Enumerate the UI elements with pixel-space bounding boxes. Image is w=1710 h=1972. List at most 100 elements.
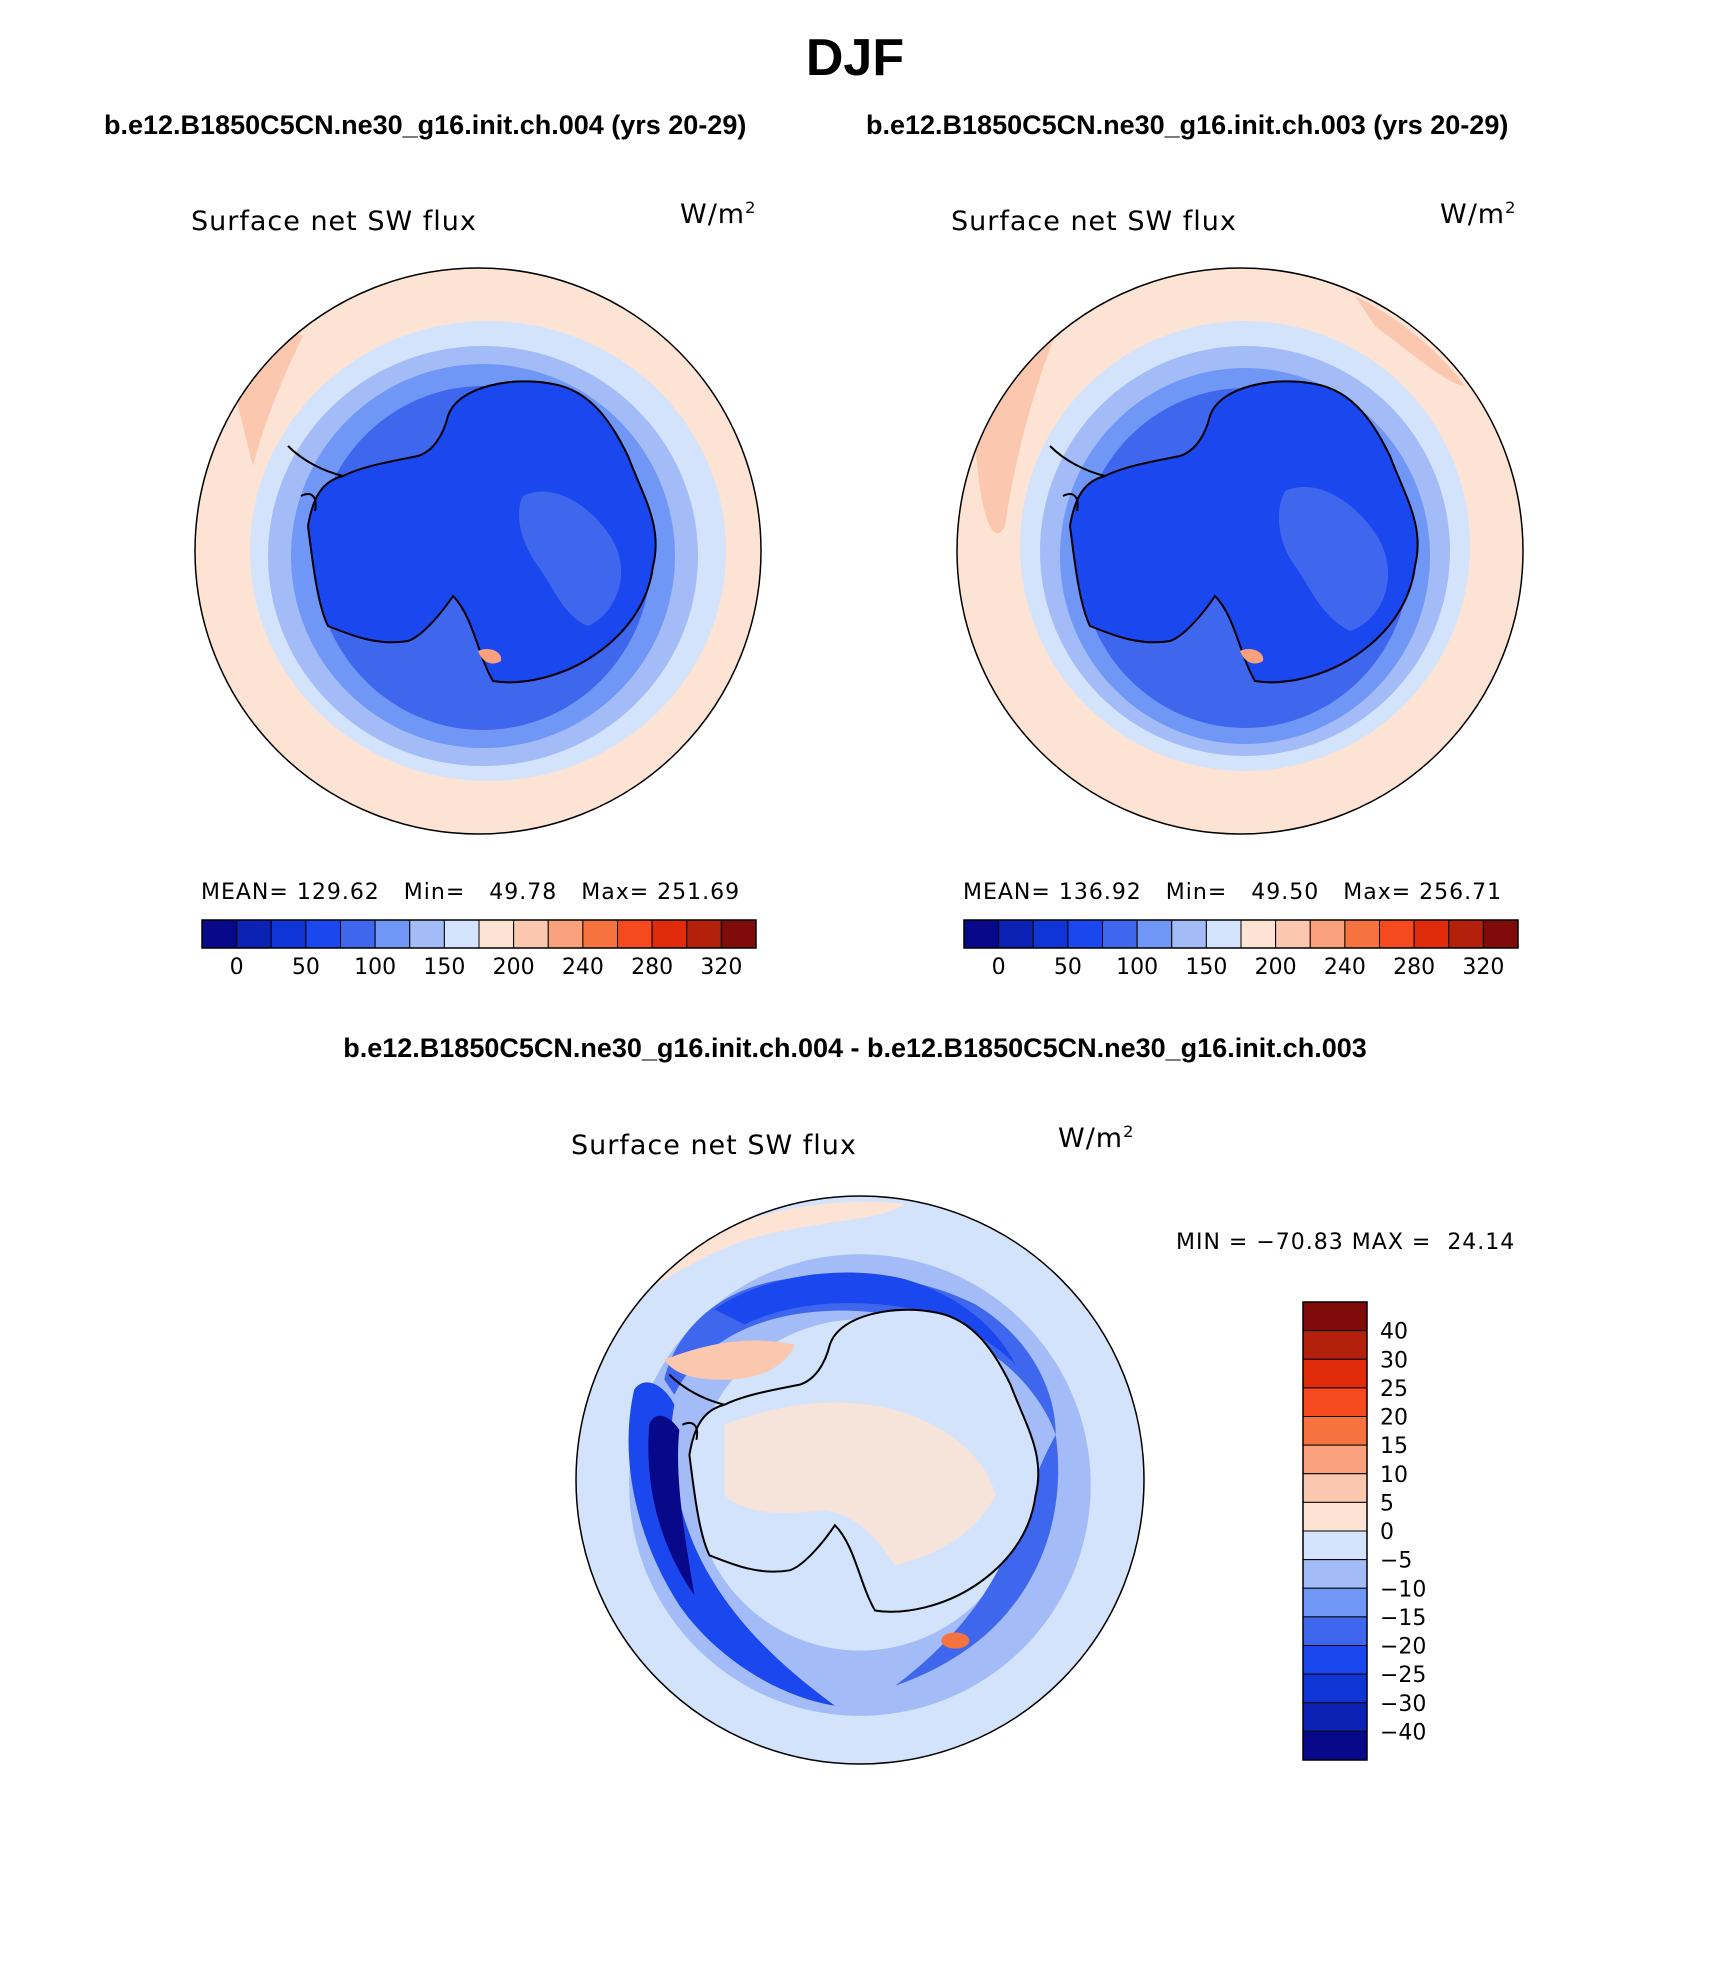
colorbar-tick-label: 0 — [1380, 1520, 1394, 1545]
map-right — [956, 267, 1524, 835]
colorbar-swatch — [547, 919, 584, 949]
colorbar-tick-label: 100 — [1116, 955, 1158, 980]
colorbar-swatch — [1102, 919, 1138, 949]
map-diff — [575, 1195, 1145, 1765]
colorbar-swatch — [720, 919, 757, 949]
subtropical-band-west — [975, 336, 1055, 534]
map-boundary — [956, 267, 1524, 835]
colorbar-tick-label: −20 — [1380, 1635, 1426, 1660]
colorbar-swatch — [1032, 919, 1069, 949]
variable-label-right: Surface net SW flux — [951, 206, 1237, 237]
peninsula-warm — [664, 1340, 795, 1380]
colorbar-tick-label: 320 — [1462, 955, 1504, 980]
colorbar-swatch — [443, 919, 480, 949]
colorbar-swatch — [1302, 1330, 1368, 1360]
colorbar-tick-label: 15 — [1380, 1434, 1408, 1459]
colorbar-swatch — [1344, 919, 1380, 949]
northern-warm-band — [614, 1201, 906, 1305]
colorbar-swatch — [1302, 1587, 1368, 1618]
colorbar-swatch — [1302, 1616, 1368, 1646]
colorbar-tick-label: 240 — [562, 955, 604, 980]
colorbar-swatch — [1302, 1501, 1368, 1532]
colorbar-frame — [963, 919, 1519, 949]
max-label: Max= — [1343, 880, 1412, 905]
interior-warm-patch — [724, 1402, 996, 1566]
colorbar-swatch — [1067, 919, 1103, 949]
mean-value: 129.62 — [296, 880, 380, 905]
colorbar-tick-label: −5 — [1380, 1549, 1412, 1574]
colorbar-swatch — [478, 919, 515, 949]
colorbar-swatch — [1240, 919, 1277, 949]
western-core — [648, 1415, 695, 1596]
max-value: 256.71 — [1419, 880, 1503, 905]
ice-shelf-hotspot — [1240, 649, 1264, 664]
colorbar-swatch — [998, 919, 1034, 949]
min-value: 49.50 — [1251, 880, 1320, 905]
colorbar-swatch — [1302, 1645, 1368, 1675]
colorbar-tick-label: 25 — [1380, 1377, 1408, 1402]
diff-title: b.e12.B1850C5CN.ne30_g16.init.ch.004 - b… — [343, 1033, 1367, 1063]
colorbar-tick-label: 280 — [631, 955, 673, 980]
colorbar-tick-label: 150 — [1185, 955, 1227, 980]
colorbar-swatch — [1309, 919, 1346, 949]
colorbar-tick-label: 150 — [423, 955, 465, 980]
main-title: DJF — [805, 29, 905, 87]
min-value: 49.78 — [489, 880, 558, 905]
colorbar-tick-label: 200 — [493, 955, 535, 980]
map-boundary — [575, 1195, 1145, 1765]
units-label-left: W/m2 — [680, 198, 757, 230]
diff-stats: MIN = −70.83 MAX = 24.14 — [1176, 1230, 1515, 1255]
colorbar-swatch — [1302, 1730, 1368, 1761]
colorbar-frame — [201, 919, 757, 949]
units-label-diff: W/m2 — [1058, 1122, 1135, 1154]
colorbar-swatch — [1302, 1387, 1368, 1417]
colorbar-tick-label: 10 — [1380, 1463, 1408, 1488]
colorbar-swatch — [201, 919, 238, 949]
colorbar-swatch — [1302, 1673, 1368, 1704]
colorbar-swatch — [963, 919, 1000, 949]
variable-label-left: Surface net SW flux — [191, 206, 477, 237]
colorbar-diff: 40 30 25 20 15 10 5 0 −5 −10 −15 −20 −25 −30 −40 — [1302, 1301, 1426, 1761]
max-label: MAX = — [1351, 1230, 1432, 1255]
colorbar-tick-label: 280 — [1393, 955, 1435, 980]
colorbar-swatch — [1205, 919, 1242, 949]
colorbar-swatch — [236, 919, 272, 949]
colorbar-swatch — [305, 919, 341, 949]
subtropical-band-east — [1355, 296, 1465, 386]
max-label: Max= — [581, 880, 650, 905]
stats-left: MEAN= 129.62 Min= 49.78 Max= 251.69 — [201, 880, 740, 905]
coastline — [287, 380, 657, 684]
case-title-left: b.e12.B1850C5CN.ne30_g16.init.ch.004 (yr… — [104, 110, 747, 140]
colorbar-tick-label: 50 — [1054, 955, 1082, 980]
colorbar-swatch — [1448, 919, 1484, 949]
colorbar-swatch — [374, 919, 411, 949]
colorbar-swatch — [1136, 919, 1173, 949]
colorbar-swatch — [617, 919, 653, 949]
colorbar-tick-label: −40 — [1380, 1720, 1426, 1745]
colorbar-swatch — [1302, 1702, 1368, 1732]
ice-shelf-hotspot — [941, 1632, 970, 1649]
colorbar-swatch — [1275, 919, 1311, 949]
ice-shelf-hotspot — [478, 649, 502, 664]
interior-patch — [1278, 487, 1389, 631]
colorbar-swatch — [340, 919, 376, 949]
colorbar-right: 0 50 100 150 200 240 280 320 — [963, 919, 1519, 980]
colorbar-left: 0 50 100 150 200 240 280 320 — [201, 919, 757, 980]
colorbar-tick-label: 200 — [1255, 955, 1297, 980]
colorbar-swatch — [1171, 919, 1207, 949]
colorbar-swatch — [1413, 919, 1450, 949]
colorbar-tick-label: 320 — [700, 955, 742, 980]
colorbar-tick-label: 0 — [230, 955, 244, 980]
min-label: MIN = — [1176, 1230, 1249, 1255]
colorbar-swatch — [1302, 1559, 1368, 1589]
coastline — [1049, 380, 1419, 684]
colorbar-swatch — [1302, 1358, 1368, 1389]
colorbar-swatch — [651, 919, 688, 949]
colorbar-tick-label: 30 — [1380, 1348, 1408, 1373]
colorbar-swatch — [1482, 919, 1519, 949]
stats-right: MEAN= 136.92 Min= 49.50 Max= 256.71 — [963, 880, 1502, 905]
min-value: −70.83 — [1256, 1230, 1344, 1255]
colorbar-swatch — [582, 919, 618, 949]
colorbar-tick-label: −25 — [1380, 1663, 1426, 1688]
colorbar-tick-label: 20 — [1380, 1406, 1408, 1431]
